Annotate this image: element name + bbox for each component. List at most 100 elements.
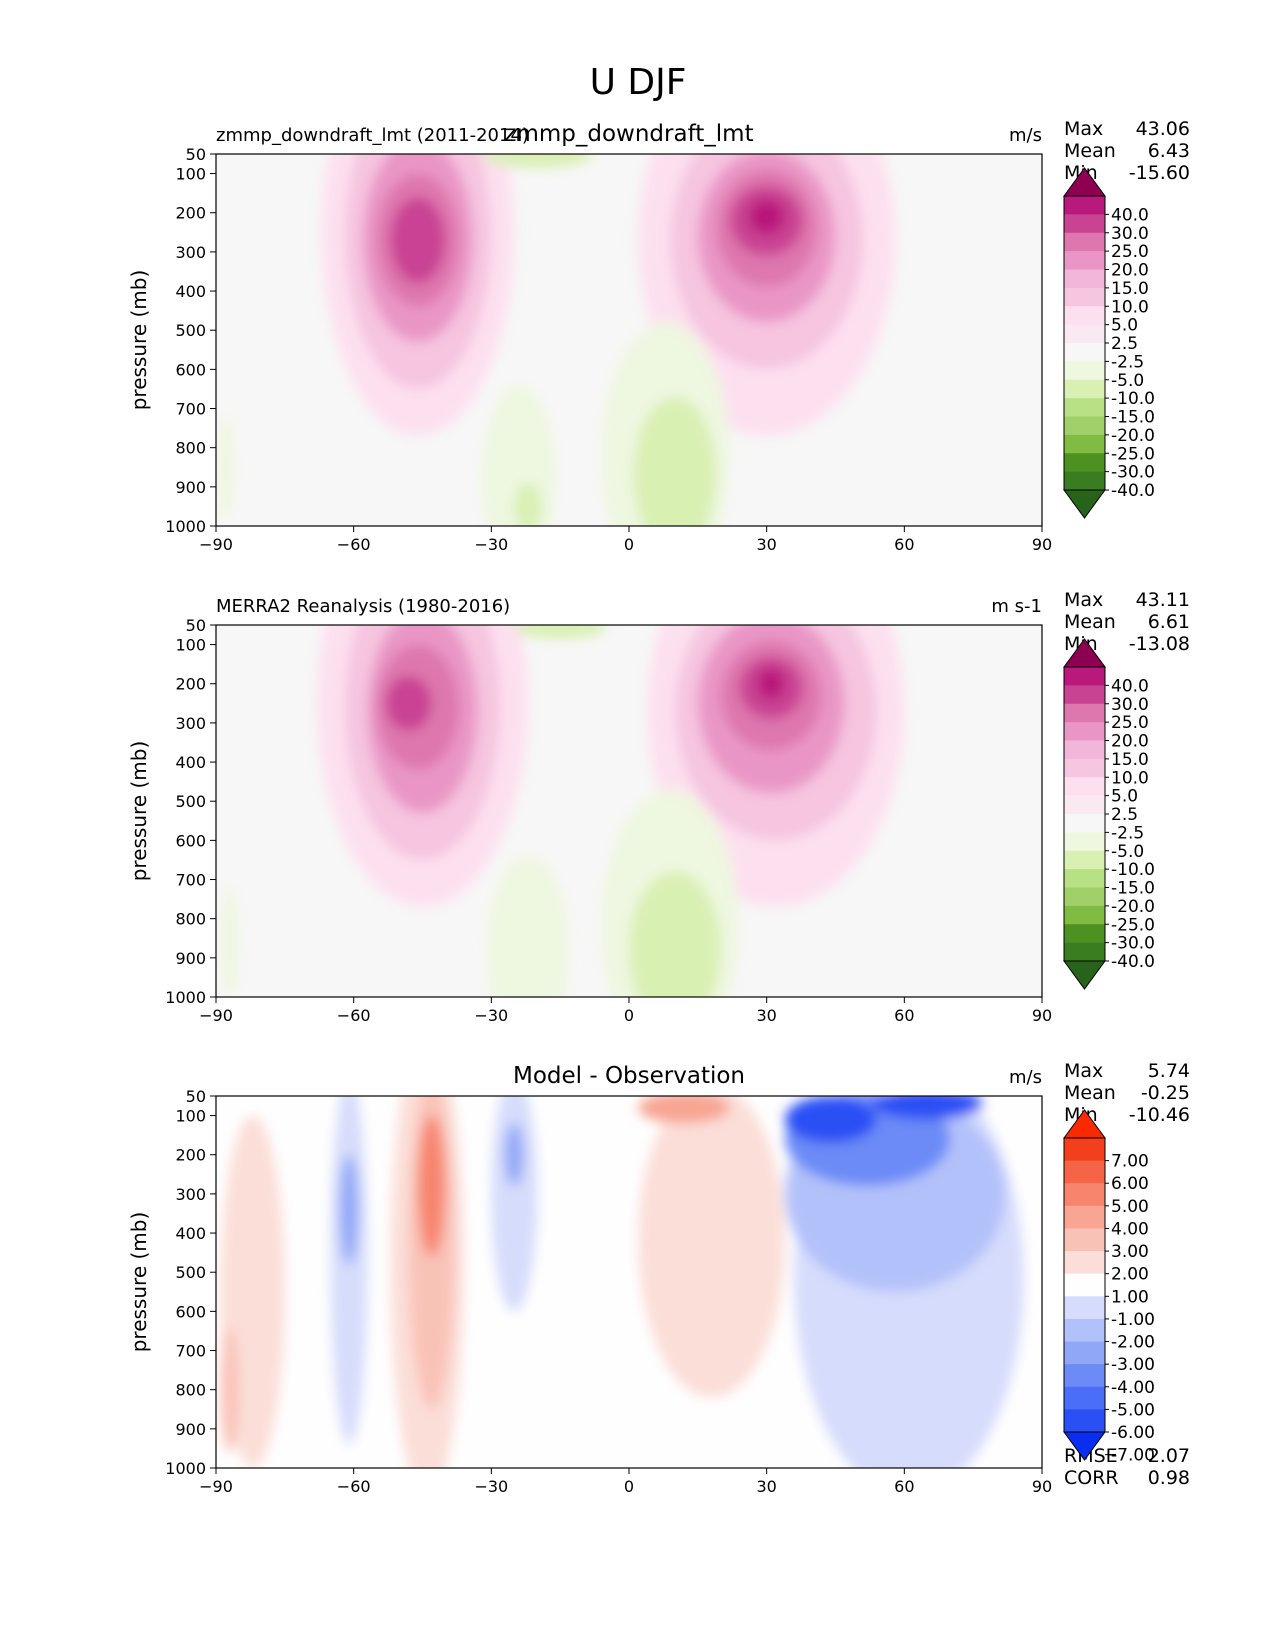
colorbar-band	[1064, 887, 1105, 907]
figure-title: U DJF	[590, 62, 687, 103]
colorbar-tick-label: 20.0	[1111, 261, 1149, 281]
stat-label-max: Max	[1064, 118, 1103, 140]
colorbar-band	[1064, 361, 1105, 381]
colorbar-band	[1064, 196, 1105, 215]
y-tick-label: 1000	[165, 1459, 206, 1478]
y-tick-label: 200	[175, 675, 206, 694]
x-tick-label: −30	[474, 1006, 508, 1025]
colorbar-tick-label: -2.5	[1111, 823, 1144, 843]
colorbar-band	[1064, 795, 1105, 815]
colorbar-band	[1064, 416, 1105, 436]
y-tick-label: 1000	[165, 988, 206, 1007]
colorbar-tick-label: 10.0	[1111, 768, 1149, 788]
stat-label-mean: Mean	[1064, 1082, 1116, 1104]
colorbar-tick-label: -5.00	[1111, 1400, 1155, 1420]
colorbar-band	[1064, 1341, 1105, 1365]
colorbar-tick-label: -40.0	[1111, 952, 1155, 972]
colorbar-band	[1064, 924, 1105, 944]
x-tick-label: 30	[756, 1477, 776, 1496]
contour-field	[220, 625, 905, 997]
colorbar-band	[1064, 1273, 1105, 1297]
stat-label-corr: CORR	[1064, 1467, 1119, 1489]
contour-region-15	[482, 154, 593, 168]
panel-units: m s-1	[991, 596, 1042, 617]
contour-region-8	[505, 1123, 524, 1187]
colorbar-band	[1064, 379, 1105, 399]
colorbar-band	[1064, 1183, 1105, 1207]
contour-region-4	[385, 675, 432, 731]
colorbar-band	[1064, 1318, 1105, 1343]
y-tick-label: 1000	[165, 517, 206, 536]
colorbar-tick-label: 30.0	[1111, 695, 1149, 715]
y-tick-label: 500	[175, 792, 206, 811]
colorbar-tick-label: 40.0	[1111, 205, 1149, 225]
colorbar-tick-label: -10.0	[1111, 389, 1155, 409]
colorbar-band	[1064, 453, 1105, 473]
y-tick-label: 100	[175, 1107, 206, 1126]
x-tick-label: 60	[894, 1477, 914, 1496]
stat-label-mean: Mean	[1064, 140, 1116, 162]
contour-region-5	[330, 1096, 368, 1445]
colorbar-band	[1064, 777, 1105, 797]
colorbar-band	[1064, 434, 1105, 454]
colorbar-tick-label: 6.00	[1111, 1174, 1149, 1194]
y-tick-label: 700	[175, 400, 206, 419]
x-tick-label: −30	[474, 1477, 508, 1496]
x-tick-label: 0	[624, 1006, 634, 1025]
colorbar-tick-label: 40.0	[1111, 676, 1149, 696]
y-tick-label: 500	[175, 321, 206, 340]
panel-title: zmmp_downdraft_lmt	[504, 121, 753, 147]
colorbar-tick-label: 5.0	[1111, 787, 1138, 807]
contour-field	[216, 154, 896, 526]
colorbar-band	[1064, 1160, 1105, 1184]
stat-value-corr: 0.98	[1148, 1467, 1190, 1489]
colorbar-band	[1064, 703, 1105, 723]
colorbar-band	[1064, 1228, 1105, 1252]
x-tick-label: 30	[756, 1006, 776, 1025]
y-tick-label: 300	[175, 714, 206, 733]
colorbar-tick-label: -4.00	[1111, 1378, 1155, 1398]
y-tick-label: 50	[186, 145, 206, 164]
x-tick-label: 60	[894, 535, 914, 554]
colorbar-tick-label: -5.0	[1111, 371, 1144, 391]
contour-region-16	[216, 416, 235, 519]
contour-region-10	[748, 199, 786, 235]
x-tick-label: −60	[337, 535, 371, 554]
colorbar-band	[1064, 1251, 1105, 1275]
colorbar-band	[1064, 740, 1105, 760]
colorbar-band	[1064, 832, 1105, 852]
stat-value-max: 43.11	[1136, 589, 1190, 611]
contour-region-14	[514, 482, 542, 526]
colorbar-tick-label: -3.00	[1111, 1355, 1155, 1375]
contour-region-14	[785, 1096, 877, 1143]
contour-region-4	[390, 197, 446, 284]
colorbar-band	[1064, 869, 1105, 889]
colorbar-tick-label: 30.0	[1111, 224, 1149, 244]
x-tick-label: 0	[624, 535, 634, 554]
stat-value-mean: 6.61	[1148, 611, 1190, 633]
colorbar-band	[1064, 667, 1105, 686]
colorbar-tick-label: 25.0	[1111, 713, 1149, 733]
y-tick-label: 800	[175, 910, 206, 929]
y-tick-label: 400	[175, 753, 206, 772]
y-tick-label: 600	[175, 360, 206, 379]
colorbar-tick-label: 7.00	[1111, 1152, 1149, 1172]
colorbar-tick-label: 10.0	[1111, 297, 1149, 317]
colorbar-band	[1064, 251, 1105, 271]
colorbar-tick-label: -2.00	[1111, 1333, 1155, 1353]
y-axis-label: pressure (mb)	[127, 270, 151, 411]
colorbar-extend-min	[1063, 960, 1106, 990]
colorbar-band	[1064, 232, 1105, 252]
y-axis-label: pressure (mb)	[127, 741, 151, 882]
colorbar-band	[1064, 814, 1105, 833]
contour-region-12	[633, 396, 717, 526]
colorbar-tick-label: -25.0	[1111, 915, 1155, 935]
contour-region-15	[220, 887, 239, 997]
stat-value-max: 5.74	[1148, 1060, 1190, 1082]
y-tick-label: 600	[175, 1302, 206, 1321]
colorbar-band	[1064, 1409, 1105, 1433]
x-tick-label: 90	[1032, 535, 1052, 554]
colorbar-tick-label: 5.00	[1111, 1197, 1149, 1217]
